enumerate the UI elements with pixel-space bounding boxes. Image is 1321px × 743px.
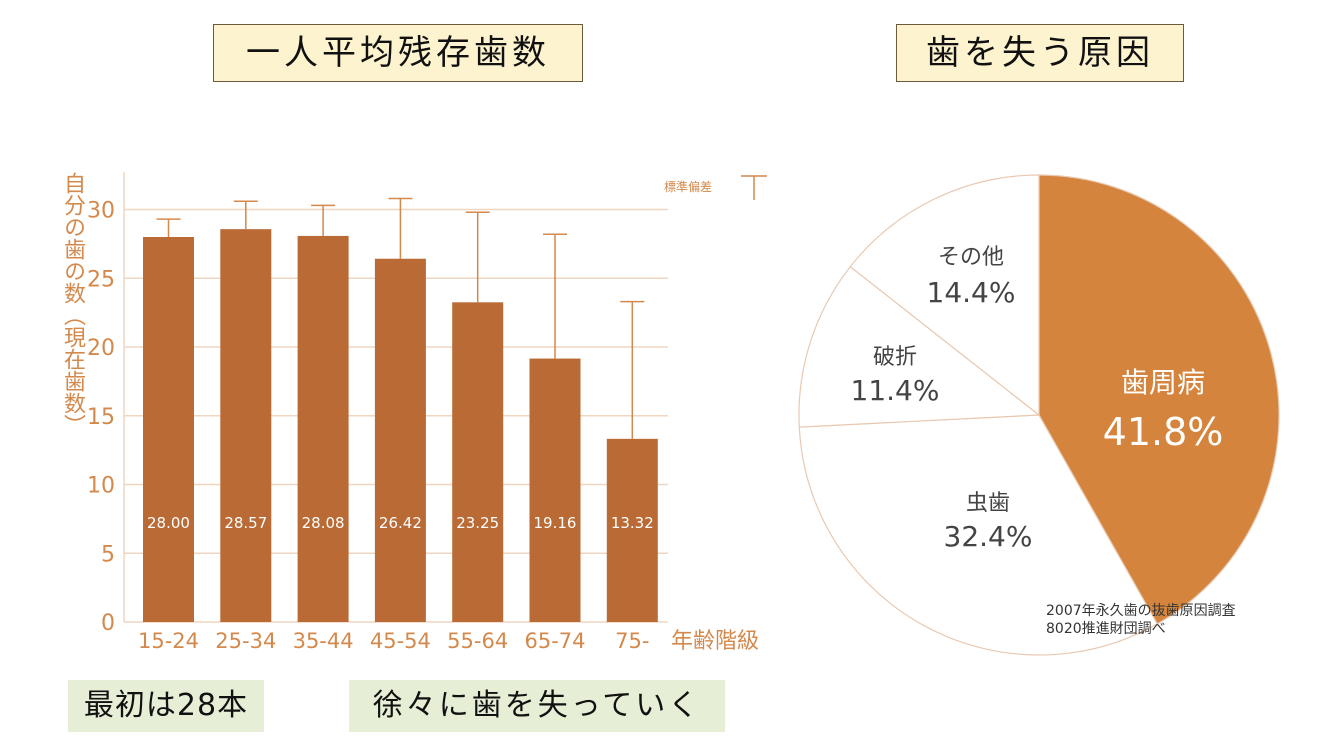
pie-slice-percent: 11.4% (851, 374, 940, 407)
bar-x-tick-label: 65-74 (524, 629, 585, 653)
pie-slice-label: 歯周病 (1121, 366, 1205, 399)
pie-slice-percent: 32.4% (944, 520, 1033, 553)
bar-55-64 (452, 302, 504, 622)
error-bar-legend-label: 標準偏差 (664, 180, 713, 194)
pie-slice-1 (798, 414, 1159, 656)
bar-y-tick-label: 15 (87, 405, 115, 430)
bar-value-label: 19.16 (534, 514, 577, 532)
bar-x-axis-label: 年齢階級 (671, 629, 759, 654)
pie-slice-2 (798, 265, 1041, 428)
source-line-1: 2007年永久歯の抜歯原因調査 (1046, 603, 1236, 619)
bar-x-tick-label: 55-64 (447, 629, 508, 653)
bar-x-tick-label: 45-54 (370, 629, 431, 653)
pie-slice-0 (1038, 174, 1280, 625)
bar-y-tick-label: 5 (101, 542, 115, 567)
bar-y-tick-label: 10 (87, 474, 115, 499)
bar-x-tick-label: 75- (615, 629, 649, 653)
bar-15-24 (143, 237, 194, 622)
bar-value-label: 28.08 (302, 514, 345, 532)
source-note: 2007年永久歯の抜歯原因調査 8020推進財団調べ (1046, 602, 1236, 638)
pie-slice-label: 虫歯 (966, 491, 1010, 516)
pie-slice-label: 破折 (873, 345, 917, 370)
note-initial-teeth: 最初は28本 (68, 680, 264, 732)
bar-x-tick-label: 25-34 (215, 629, 276, 653)
bar-y-axis-label: 自分の歯の数（現在歯数） (60, 172, 85, 436)
bar-35-44 (297, 235, 349, 622)
bar-y-tick-label: 0 (101, 611, 115, 636)
bar-25-34 (220, 229, 272, 622)
bar-x-tick-label: 15-24 (138, 629, 199, 653)
bar-y-tick-label: 20 (87, 336, 115, 361)
bar-75- (606, 438, 658, 622)
pie-slice-3 (849, 174, 1040, 417)
pie-slice-label: その他 (938, 245, 1004, 270)
bar-x-tick-label: 35-44 (293, 629, 354, 653)
bar-chart-title: 一人平均残存歯数 (213, 24, 583, 82)
error-bar-legend: 標準偏差 (664, 178, 712, 195)
pie-chart-title: 歯を失う原因 (896, 24, 1184, 82)
note-losing-teeth: 徐々に歯を失っていく (349, 680, 725, 732)
source-line-2: 8020推進財団調べ (1046, 621, 1166, 637)
bar-45-54 (374, 258, 426, 622)
bar-value-label: 13.32 (611, 514, 654, 532)
bar-value-label: 23.25 (456, 514, 499, 532)
bar-65-74 (529, 358, 581, 622)
bar-value-label: 28.00 (147, 514, 190, 532)
bar-value-label: 28.57 (224, 514, 267, 532)
pie-slice-percent: 41.8% (1103, 410, 1224, 454)
pie-slice-percent: 14.4% (927, 276, 1016, 309)
bar-y-tick-label: 25 (87, 267, 115, 292)
bar-y-tick-label: 30 (87, 199, 115, 224)
bar-value-label: 26.42 (379, 514, 422, 532)
